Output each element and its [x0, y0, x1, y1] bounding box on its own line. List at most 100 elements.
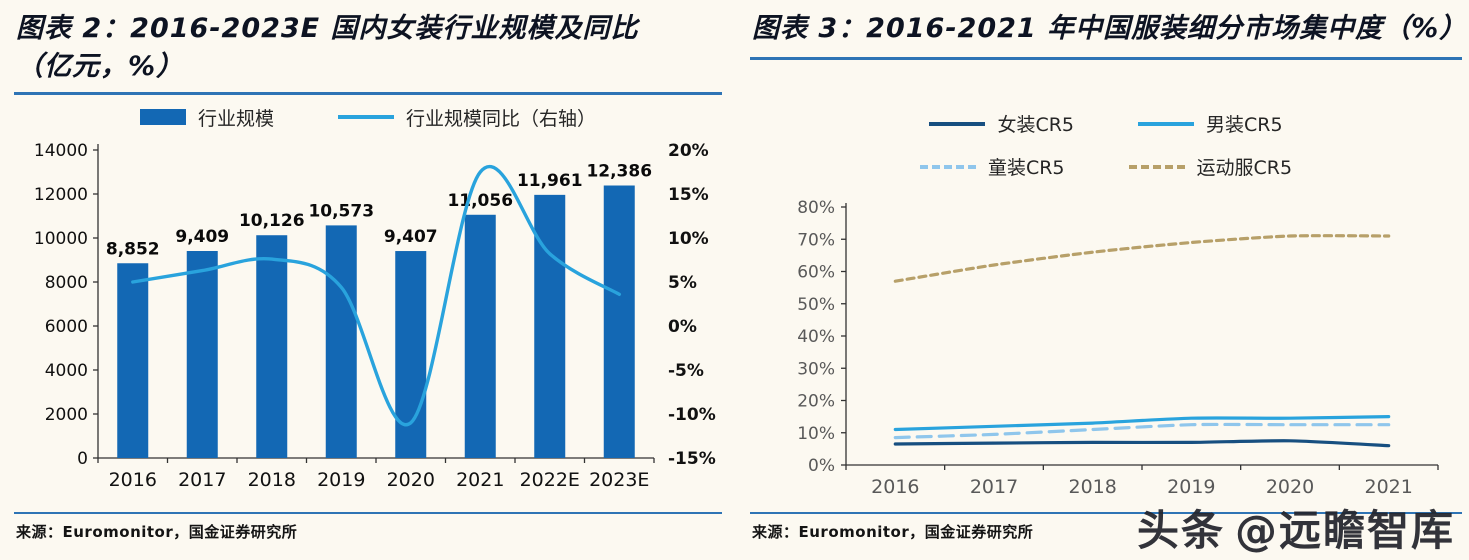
- legend-item: 男装CR5: [1138, 110, 1283, 137]
- legend-label: 行业规模同比（右轴）: [406, 107, 597, 130]
- legend-item: 行业规模: [139, 104, 274, 131]
- title-divider: [14, 92, 722, 95]
- svg-text:2019: 2019: [1167, 476, 1215, 498]
- svg-text:9,409: 9,409: [175, 227, 229, 247]
- svg-text:10000: 10000: [34, 229, 88, 249]
- legend-bar-swatch-icon: [139, 109, 186, 125]
- svg-text:12,386: 12,386: [586, 162, 652, 182]
- svg-text:2016: 2016: [871, 476, 919, 498]
- svg-text:2017: 2017: [970, 476, 1018, 498]
- legend: 行业规模 行业规模同比（右轴）: [14, 104, 722, 130]
- series-line: [893, 439, 1391, 448]
- legend: 女装CR5 男装CR5 童装CR5 运动服CR5: [750, 110, 1462, 180]
- series-line: [893, 422, 1391, 440]
- svg-text:40%: 40%: [797, 327, 835, 347]
- svg-text:10,126: 10,126: [239, 211, 305, 231]
- concentration-chart-panel: 图表 3：2016-2021 年中国服装细分市场集中度（%） 女装CR5 男装CR…: [750, 0, 1468, 560]
- bar: [117, 263, 149, 458]
- svg-text:11,961: 11,961: [517, 171, 583, 191]
- svg-text:2018: 2018: [248, 469, 296, 491]
- svg-text:4000: 4000: [45, 361, 88, 381]
- legend-label: 男装CR5: [1206, 114, 1283, 136]
- source-note: 来源：Euromonitor，国金证券研究所: [16, 523, 298, 541]
- svg-text:0%: 0%: [808, 456, 835, 476]
- svg-text:2020: 2020: [1266, 476, 1314, 498]
- svg-text:10%: 10%: [668, 229, 709, 249]
- watermark-brand: 头条: [1136, 506, 1225, 555]
- legend-item: 童装CR5: [919, 153, 1065, 180]
- source-divider: [14, 512, 722, 514]
- svg-text:2000: 2000: [45, 405, 88, 425]
- legend-label: 行业规模: [197, 107, 274, 130]
- svg-text:2021: 2021: [1364, 476, 1412, 498]
- womenswear-chart-panel: 图表 2：2016-2023E 国内女装行业规模及同比（亿元，%） 行业规模 行业…: [14, 0, 722, 560]
- svg-text:2020: 2020: [387, 469, 435, 491]
- source-divider: [750, 512, 1462, 514]
- series-line: [893, 234, 1391, 283]
- series-line: [893, 415, 1391, 432]
- svg-text:8000: 8000: [45, 273, 88, 293]
- legend-label: 运动服CR5: [1196, 157, 1293, 179]
- bar: [464, 214, 496, 458]
- bar: [256, 235, 288, 458]
- legend-line-sample-icon: [1128, 164, 1185, 169]
- svg-text:0%: 0%: [668, 317, 697, 337]
- yoy-line: [131, 164, 621, 427]
- svg-text:10,573: 10,573: [308, 201, 374, 221]
- legend-line-sample-icon: [338, 115, 394, 119]
- chart-title: 图表 3：2016-2021 年中国服装细分市场集中度（%）: [752, 13, 1468, 44]
- svg-text:20%: 20%: [797, 392, 835, 412]
- svg-text:-5%: -5%: [668, 361, 704, 381]
- svg-text:11,056: 11,056: [447, 191, 513, 211]
- svg-text:70%: 70%: [797, 230, 835, 250]
- svg-text:2016: 2016: [109, 469, 157, 491]
- legend-label: 童装CR5: [987, 157, 1065, 179]
- svg-text:80%: 80%: [797, 198, 835, 218]
- svg-text:14000: 14000: [34, 141, 88, 161]
- svg-text:2017: 2017: [178, 469, 226, 491]
- svg-text:50%: 50%: [797, 295, 835, 315]
- bar-line-chart: 0 2000 4000 6000 8000 10000 12000 14000 -15% -10%…: [34, 141, 716, 491]
- watermark-handle: @远瞻智库: [1234, 506, 1455, 555]
- legend-row: 童装CR5 运动服CR5: [919, 153, 1293, 180]
- bar: [186, 251, 218, 458]
- svg-text:0: 0: [77, 449, 88, 469]
- svg-text:30%: 30%: [797, 359, 835, 379]
- svg-text:2021: 2021: [456, 469, 504, 491]
- bar: [395, 251, 427, 458]
- legend-row: 女装CR5 男装CR5: [929, 110, 1283, 137]
- legend-line-sample-icon: [929, 121, 986, 126]
- legend-line-sample-icon: [1138, 121, 1194, 126]
- svg-text:-15%: -15%: [668, 449, 716, 469]
- svg-text:5%: 5%: [668, 273, 697, 293]
- legend-label: 女装CR5: [997, 114, 1074, 136]
- svg-text:2019: 2019: [317, 469, 365, 491]
- legend-item: 行业规模同比（右轴）: [338, 104, 596, 131]
- svg-text:9,407: 9,407: [384, 227, 438, 247]
- title-divider: [750, 57, 1462, 60]
- bar: [325, 225, 357, 458]
- line-chart: 0% 10% 20% 30% 40% 50% 60% 70% 80% 2016 2017 2018 20…: [797, 198, 1439, 498]
- svg-text:2018: 2018: [1068, 476, 1116, 498]
- svg-text:20%: 20%: [668, 141, 709, 161]
- chart-title: 图表 2：2016-2023E 国内女装行业规模及同比（亿元，%）: [16, 13, 639, 83]
- axes: [93, 144, 655, 463]
- svg-text:12000: 12000: [34, 185, 88, 205]
- svg-text:15%: 15%: [668, 185, 709, 205]
- svg-text:2022E: 2022E: [520, 469, 580, 491]
- bar: [534, 194, 566, 458]
- svg-text:10%: 10%: [797, 424, 835, 444]
- legend-item: 运动服CR5: [1128, 153, 1293, 180]
- legend-line-sample-icon: [919, 164, 976, 169]
- source-note: 来源：Euromonitor，国金证券研究所: [752, 523, 1034, 541]
- svg-text:60%: 60%: [797, 263, 835, 283]
- svg-text:8,852: 8,852: [106, 239, 160, 259]
- axes: [841, 203, 1439, 470]
- svg-text:-10%: -10%: [668, 405, 716, 425]
- svg-text:2023E: 2023E: [589, 469, 649, 491]
- legend-item: 女装CR5: [929, 110, 1074, 137]
- bars: [117, 185, 635, 458]
- bar: [603, 185, 635, 458]
- svg-text:6000: 6000: [45, 317, 88, 337]
- watermark: 头条 @远瞻智库: [1137, 497, 1455, 558]
